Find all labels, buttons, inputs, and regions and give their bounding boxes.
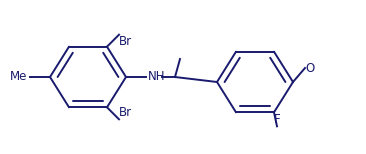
Text: Br: Br <box>119 35 132 48</box>
Text: O: O <box>305 61 314 75</box>
Text: Me: Me <box>10 71 27 83</box>
Text: NH: NH <box>148 71 165 83</box>
Text: Br: Br <box>119 106 132 119</box>
Text: F: F <box>274 113 280 126</box>
